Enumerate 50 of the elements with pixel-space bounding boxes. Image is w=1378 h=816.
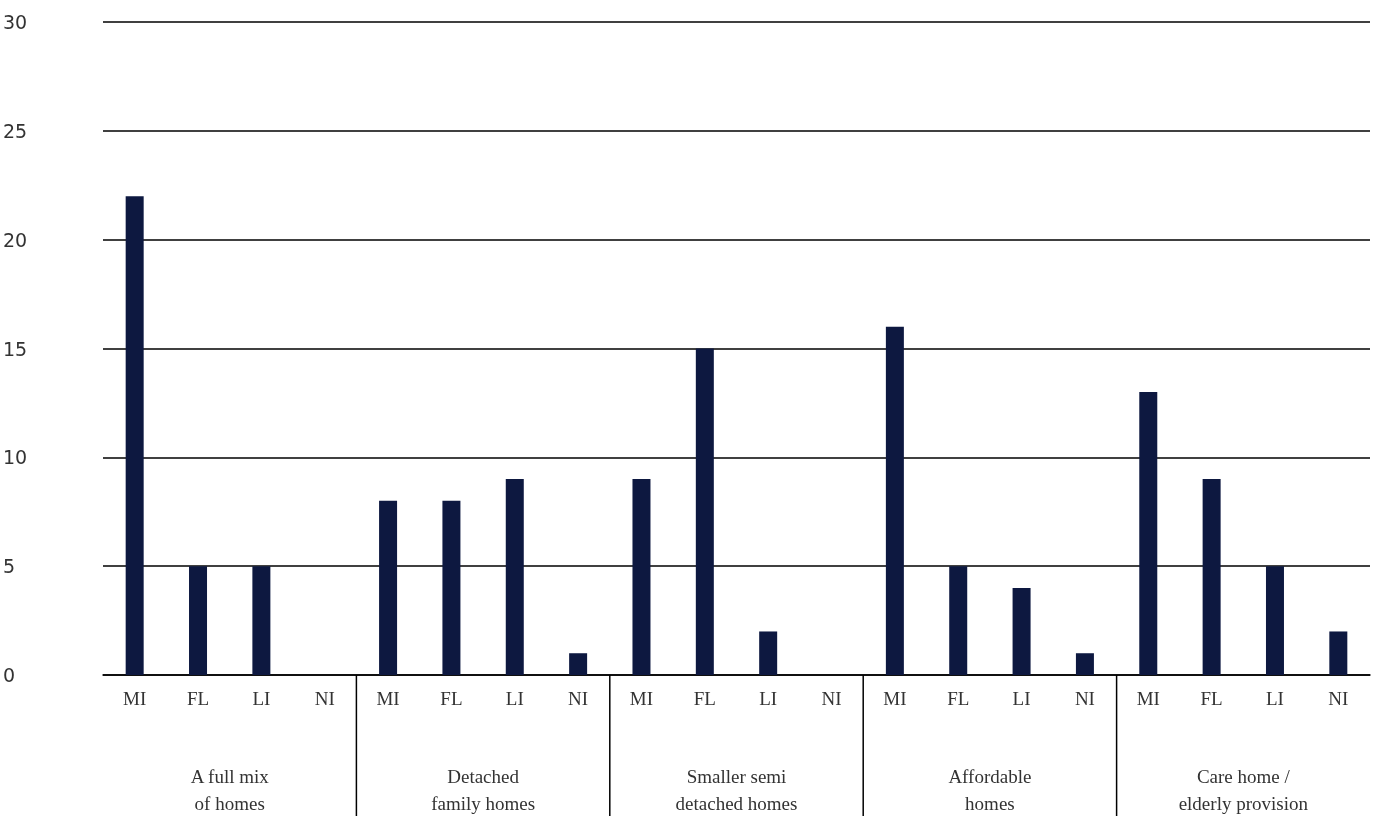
x-tick-label: NI bbox=[1074, 688, 1095, 709]
x-tick-label: NI bbox=[314, 688, 335, 709]
bar bbox=[569, 653, 588, 675]
y-tick-label: 5 bbox=[3, 555, 16, 578]
x-tick-label: NI bbox=[568, 688, 589, 709]
y-tick-label: 10 bbox=[3, 446, 28, 469]
x-tick-label: LI bbox=[252, 688, 271, 709]
x-tick-label: FL bbox=[186, 688, 210, 709]
x-tick-label: LI bbox=[759, 688, 778, 709]
bar bbox=[1012, 587, 1031, 675]
y-tick-label: 25 bbox=[3, 119, 28, 142]
y-tick-label: 30 bbox=[3, 11, 28, 33]
bar bbox=[379, 500, 398, 675]
x-tick-label: FL bbox=[1200, 688, 1223, 709]
x-tick-label: LI bbox=[1012, 688, 1031, 709]
y-tick-label: 20 bbox=[3, 228, 28, 251]
x-tick-label: FL bbox=[947, 688, 970, 709]
x-tick-label: FL bbox=[440, 688, 463, 709]
bar bbox=[1139, 392, 1158, 675]
bar bbox=[125, 196, 144, 675]
bar bbox=[695, 348, 714, 675]
x-tick-label: MI bbox=[629, 688, 654, 709]
bar bbox=[1075, 653, 1094, 675]
text: Affordable homes bbox=[948, 766, 1032, 814]
x-tick-label: NI bbox=[821, 688, 842, 709]
x-tick-label: MI bbox=[883, 688, 907, 709]
y-tick-label: 0 bbox=[3, 664, 16, 686]
x-tick-label: MI bbox=[376, 688, 400, 709]
bar bbox=[505, 479, 524, 675]
x-tick-label: MI bbox=[1136, 688, 1160, 709]
bar bbox=[1202, 479, 1221, 675]
bar bbox=[1265, 566, 1284, 675]
text: A full mix of homes bbox=[190, 766, 270, 814]
bar bbox=[759, 631, 778, 675]
x-tick-label: LI bbox=[505, 688, 524, 709]
text: Smaller semi detached homes bbox=[675, 766, 798, 814]
x-tick-label: LI bbox=[1266, 688, 1284, 709]
x-tick-label: MI bbox=[123, 688, 147, 709]
bar bbox=[885, 326, 904, 675]
bar bbox=[949, 566, 968, 675]
text: Detached family homes bbox=[431, 766, 536, 814]
bar bbox=[252, 566, 271, 675]
x-tick-label: FL bbox=[693, 688, 716, 709]
y-tick-label: 15 bbox=[3, 337, 28, 360]
bar bbox=[632, 479, 651, 675]
bar bbox=[442, 500, 461, 675]
x-tick-label: NI bbox=[1328, 688, 1349, 709]
bar bbox=[189, 566, 208, 675]
text: Care home / elderly provision bbox=[1178, 766, 1309, 814]
bar bbox=[1329, 631, 1348, 675]
